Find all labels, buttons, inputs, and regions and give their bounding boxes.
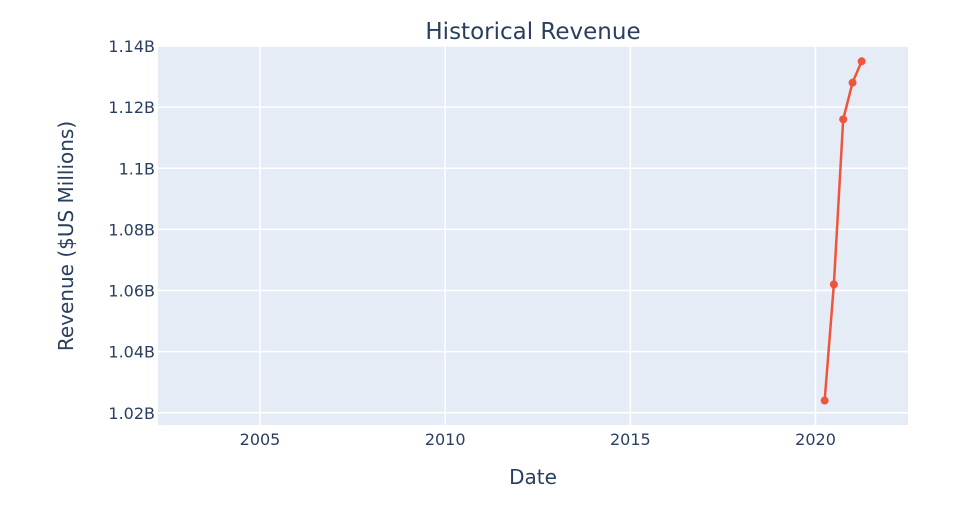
- plot-background: [158, 46, 908, 425]
- x-tick-label: 2010: [425, 430, 466, 449]
- data-point[interactable]: [820, 396, 829, 405]
- series-layer: [820, 57, 866, 405]
- data-point[interactable]: [829, 280, 838, 289]
- y-tick-label: 1.06B: [108, 282, 155, 301]
- y-tick-label: 1.14B: [108, 37, 155, 56]
- y-tick-label: 1.08B: [108, 220, 155, 239]
- y-axis-title: Revenue ($US Millions): [54, 121, 78, 351]
- chart-title: Historical Revenue: [425, 19, 640, 45]
- x-tick-label: 2015: [610, 430, 651, 449]
- data-point[interactable]: [857, 57, 866, 66]
- grid-lines: [158, 45, 908, 425]
- x-tick-label: 2005: [240, 430, 281, 449]
- y-tick-label: 1.12B: [108, 98, 155, 117]
- x-tick-labels: 2005 2010 2015 2020: [240, 430, 836, 449]
- x-axis-title: Date: [509, 465, 557, 489]
- y-tick-labels: 1.02B 1.04B 1.06B 1.08B 1.1B 1.12B 1.14B: [108, 37, 155, 423]
- x-tick-label: 2020: [795, 430, 836, 449]
- y-tick-label: 1.1B: [119, 159, 155, 178]
- y-tick-label: 1.02B: [108, 404, 155, 423]
- y-tick-label: 1.04B: [108, 343, 155, 362]
- data-point[interactable]: [848, 78, 857, 87]
- data-point[interactable]: [839, 115, 848, 124]
